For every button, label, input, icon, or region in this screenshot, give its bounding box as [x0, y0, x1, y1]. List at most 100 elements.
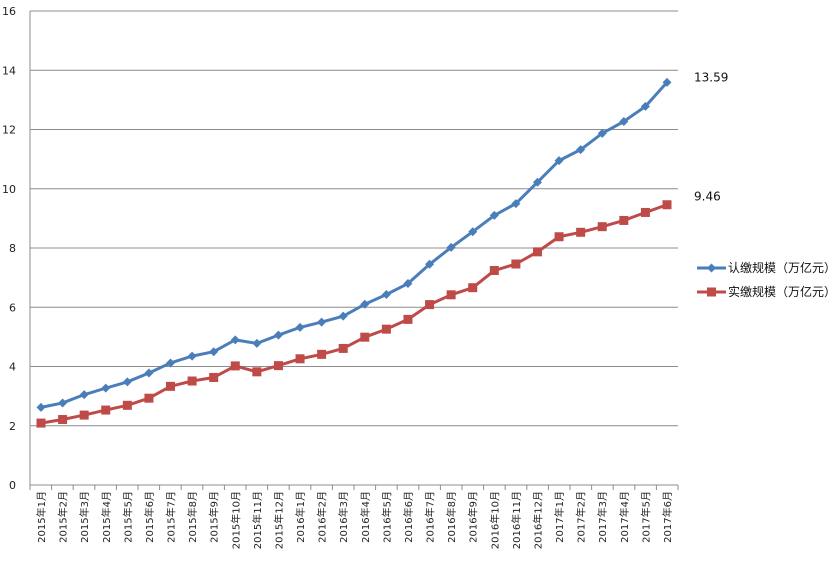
data-point — [36, 418, 46, 428]
data-point — [295, 354, 305, 364]
data-point — [144, 393, 154, 403]
y-tick-label: 8 — [9, 242, 16, 255]
data-point — [273, 330, 283, 340]
legend-item: 认缴规模（万亿元） — [697, 260, 836, 275]
x-tick-label: 2015年1月 — [35, 491, 48, 543]
data-point — [252, 338, 262, 348]
x-tick-label: 2016年6月 — [402, 491, 415, 543]
end-value-label: 9.46 — [694, 190, 721, 204]
y-tick-label: 6 — [9, 301, 16, 314]
data-point — [209, 372, 219, 382]
data-point — [58, 398, 68, 408]
data-point — [360, 299, 370, 309]
x-tick-label: 2017年2月 — [575, 491, 588, 543]
data-point — [554, 232, 564, 242]
data-point — [381, 324, 391, 334]
legend-label: 认缴规模（万亿元） — [728, 260, 836, 275]
series-lines — [36, 77, 672, 428]
data-point — [662, 200, 672, 210]
x-tick-label: 2015年7月 — [165, 491, 178, 543]
data-point — [619, 215, 629, 225]
data-point — [209, 347, 219, 357]
data-point — [166, 381, 176, 391]
data-point — [230, 361, 240, 371]
y-tick-label: 0 — [9, 479, 16, 492]
data-point — [317, 349, 327, 359]
series-line — [40, 203, 668, 425]
data-point — [58, 415, 68, 425]
data-point — [122, 377, 132, 387]
data-point — [489, 210, 499, 220]
y-tick-label: 4 — [9, 361, 16, 374]
axes — [29, 11, 679, 490]
x-tick-label: 2016年8月 — [445, 491, 458, 543]
grid-lines — [30, 10, 678, 427]
x-tick-label: 2015年3月 — [78, 491, 91, 543]
y-tick-label: 12 — [2, 124, 16, 137]
legend: 认缴规模（万亿元） 实缴规模（万亿元） — [697, 260, 836, 299]
data-point — [597, 128, 607, 138]
data-point — [468, 227, 478, 237]
data-point — [597, 222, 607, 232]
data-point — [511, 199, 521, 209]
data-point — [144, 368, 154, 378]
x-tick-label: 2016年9月 — [467, 491, 480, 543]
data-point — [468, 283, 478, 293]
data-point — [640, 101, 650, 111]
data-point — [166, 358, 176, 368]
data-point — [273, 361, 283, 371]
x-tick-label: 2016年7月 — [424, 491, 437, 543]
data-point — [187, 376, 197, 386]
x-tick-label: 2017年4月 — [618, 491, 631, 543]
data-point — [317, 317, 327, 327]
x-tick-label: 2015年8月 — [186, 491, 199, 543]
data-point — [381, 290, 391, 300]
data-point — [101, 405, 111, 415]
series-line — [40, 81, 669, 409]
data-point — [295, 322, 305, 332]
data-point — [403, 279, 413, 289]
data-point — [252, 367, 262, 377]
x-tick-label: 2016年2月 — [316, 491, 329, 543]
x-tick-label: 2015年12月 — [272, 491, 285, 549]
series-2 — [36, 200, 672, 428]
x-tick-label: 2017年3月 — [596, 491, 609, 543]
end-value-label: 13.59 — [694, 70, 728, 84]
data-point — [122, 400, 132, 410]
x-tick-label: 2015年11月 — [251, 491, 264, 549]
x-tick-label: 2015年5月 — [121, 491, 134, 543]
x-tick-label: 2015年6月 — [143, 491, 156, 543]
data-point — [576, 145, 586, 155]
x-tick-label: 2015年2月 — [57, 491, 70, 543]
data-point — [554, 156, 564, 166]
data-point — [532, 177, 542, 187]
data-point — [425, 300, 435, 310]
data-point — [36, 402, 46, 412]
x-tick-label: 2016年4月 — [359, 491, 372, 543]
y-tick-label: 16 — [2, 5, 16, 18]
data-point — [187, 351, 197, 361]
data-point — [489, 266, 499, 276]
data-point — [79, 390, 89, 400]
data-point — [403, 314, 413, 324]
x-tick-label: 2015年4月 — [100, 491, 113, 543]
x-tick-label: 2016年3月 — [337, 491, 350, 543]
data-point — [446, 242, 456, 252]
data-point — [511, 259, 521, 269]
x-tick-label: 2017年5月 — [639, 491, 652, 543]
data-point — [230, 335, 240, 345]
legend-label: 实缴规模（万亿元） — [728, 284, 836, 299]
data-point — [101, 383, 111, 393]
data-point — [662, 77, 672, 87]
data-point — [640, 207, 650, 217]
data-point — [619, 117, 629, 127]
data-point — [446, 290, 456, 300]
x-tick-label: 2016年12月 — [531, 491, 544, 549]
x-tick-label: 2017年6月 — [661, 491, 674, 543]
data-point — [576, 227, 586, 237]
x-tick-labels: 2015年1月 2015年2月 2015年3月 2015年4月 2015年5月 2015年… — [35, 491, 674, 549]
data-point — [360, 332, 370, 342]
y-tick-label: 2 — [9, 420, 16, 433]
end-labels: 13.59 9.46 — [694, 70, 728, 203]
